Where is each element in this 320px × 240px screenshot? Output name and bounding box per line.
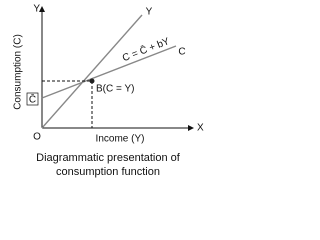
point-label: B(C = Y) <box>96 84 134 95</box>
point-b <box>89 78 95 84</box>
caption: Diagrammatic presentation of <box>36 152 181 164</box>
y-axis-letter: Y <box>33 4 40 15</box>
origin-label: O <box>33 132 41 143</box>
y-axis-title: Consumption (C) <box>13 34 24 110</box>
intercept-label: C̄ <box>29 93 36 106</box>
intercept-box <box>26 92 39 106</box>
diagram: Y X O Consumption (C) Income (Y) Y C C =… <box>13 4 204 178</box>
equation: C = C̄ + bY <box>120 35 171 65</box>
x-axis-letter: X <box>197 123 204 134</box>
consumption-label: C <box>178 47 185 58</box>
forty-five-line <box>41 14 143 129</box>
forty-five-label: Y <box>146 7 153 18</box>
consumption-line <box>41 45 177 99</box>
x-axis-title: Income (Y) <box>96 134 145 145</box>
caption: consumption function <box>56 166 160 178</box>
